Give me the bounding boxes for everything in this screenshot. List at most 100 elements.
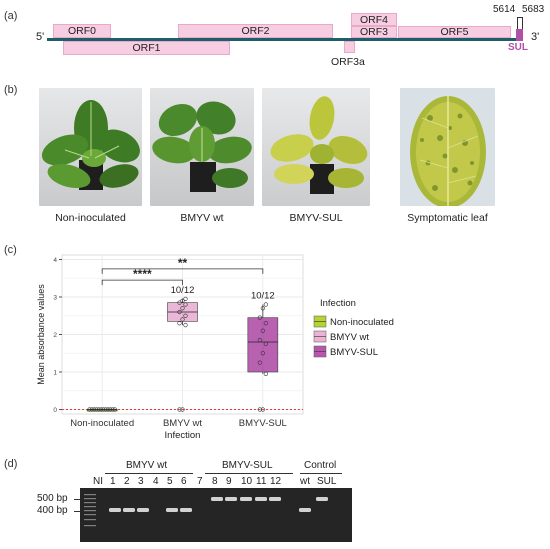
panel-label-d: (d)	[4, 458, 18, 470]
gel-lane-label: NI	[93, 476, 103, 487]
data-point	[94, 407, 99, 412]
pos-5683-label: 5683	[522, 4, 545, 15]
data-point	[105, 407, 111, 412]
x-tick-label: BMYV-SUL	[239, 418, 287, 429]
gel-band	[137, 508, 149, 512]
data-point	[177, 300, 182, 305]
gel-band	[255, 497, 267, 501]
gel-lane-label: 1	[110, 476, 116, 487]
data-point	[89, 407, 94, 412]
y-tick-label: 2	[53, 332, 57, 339]
legend-title: Infection	[320, 298, 356, 309]
data-point	[101, 407, 106, 412]
data-point	[257, 315, 262, 320]
data-point	[263, 302, 268, 307]
photo-caption-symptomatic-leaf: Symptomatic leaf	[407, 212, 488, 224]
pos-5614-label: 5614	[493, 4, 516, 15]
data-point	[263, 341, 268, 346]
gel-lane-label: 9	[226, 476, 232, 487]
gel-group-bmyv-wt: BMYV wt	[126, 460, 168, 471]
photo-symptomatic-leaf	[400, 88, 495, 206]
photo-bmyv-wt	[150, 88, 254, 206]
data-point	[257, 407, 262, 412]
gel-band	[166, 508, 178, 512]
gel-band	[123, 508, 135, 512]
photo-caption-bmyv-wt: BMYV wt	[180, 212, 224, 224]
panel-label-a: (a)	[4, 10, 18, 22]
gel-lane-label: 10	[241, 476, 253, 487]
data-point	[260, 351, 265, 356]
data-point	[177, 407, 182, 412]
sul-label: SUL	[508, 42, 528, 53]
data-point	[108, 407, 113, 412]
gel-image	[80, 488, 352, 542]
photo-caption-bmyv-sul: BMYV-SUL	[289, 212, 343, 224]
data-point	[96, 407, 101, 412]
data-point	[260, 306, 265, 311]
x-tick-label: Non-inoculated	[70, 418, 134, 429]
data-point	[87, 407, 92, 412]
gel-group-bmyv-wt-underline	[105, 473, 193, 474]
data-point	[263, 321, 268, 326]
legend-entry-label: BMYV-SUL	[330, 347, 378, 358]
data-point	[110, 407, 115, 412]
orf3-box: ORF3	[351, 26, 397, 38]
data-point	[98, 407, 104, 412]
data-point	[260, 407, 265, 412]
data-point	[260, 328, 265, 333]
y-axis-label: Mean absorbance values	[36, 284, 46, 385]
gel-lane-label: 5	[167, 476, 173, 487]
photo-caption-non-inoculated: Non-inoculated	[55, 212, 126, 224]
gel-band	[299, 508, 311, 512]
gel-band	[211, 497, 223, 501]
legend-entry-label: Non-inoculated	[330, 317, 394, 328]
data-point	[177, 309, 182, 315]
orf3-label: ORF3	[359, 26, 388, 38]
data-point	[103, 407, 108, 412]
gel-group-control-underline	[300, 473, 342, 474]
gel-lane-label: 11	[256, 476, 267, 487]
orf4-box: ORF4	[351, 13, 397, 26]
sul-insert	[516, 29, 523, 41]
gel-marker-500bp: 500 bp	[37, 493, 68, 504]
gel-band	[269, 497, 281, 501]
gel-band	[225, 497, 237, 501]
gel-lane-label: 3	[138, 476, 144, 487]
gel-lane-label: 4	[153, 476, 159, 487]
gel-lane-label: wt	[300, 476, 310, 487]
significance-bracket	[101, 279, 183, 286]
gel-band	[180, 508, 192, 512]
genome-line	[47, 38, 522, 41]
legend-entry-label: BMYV wt	[330, 332, 369, 343]
gel-lane-label: SUL	[317, 476, 337, 487]
y-tick-label: 3	[53, 295, 57, 302]
gel-marker-400bp: 400 bp	[37, 505, 68, 516]
gel-lane-label: 6	[181, 476, 187, 487]
panel-label-b: (b)	[4, 84, 18, 96]
sul-bracket	[517, 17, 523, 29]
gel-lane-label: 8	[212, 476, 218, 487]
data-point	[180, 306, 185, 311]
photo-non-inoculated	[39, 88, 142, 206]
x-tick-label: BMYV wt	[163, 418, 202, 429]
box-count-label: 10/12	[171, 285, 195, 296]
genome-5prime-end: 5'	[36, 31, 45, 43]
orf3a-label: ORF3a	[331, 56, 365, 68]
data-point	[180, 317, 185, 322]
gel-group-bmyv-sul-underline	[205, 473, 293, 474]
gel-marker-400-tick	[74, 511, 80, 512]
data-point	[257, 360, 262, 365]
photo-bmyv-sul	[262, 88, 370, 206]
gel-group-bmyv-sul: BMYV-SUL	[222, 460, 273, 471]
orf3a-box	[344, 41, 355, 53]
data-point	[183, 323, 188, 328]
box-iqr	[247, 317, 279, 373]
gel-lane-label: 7	[197, 476, 203, 487]
gel-lane-label: 2	[124, 476, 130, 487]
significance-stars: **	[178, 256, 188, 270]
orf0-box: ORF0	[53, 24, 111, 38]
orf2-label: ORF2	[241, 25, 270, 37]
data-point	[183, 313, 188, 318]
data-point	[92, 407, 97, 412]
gel-band	[240, 497, 252, 501]
